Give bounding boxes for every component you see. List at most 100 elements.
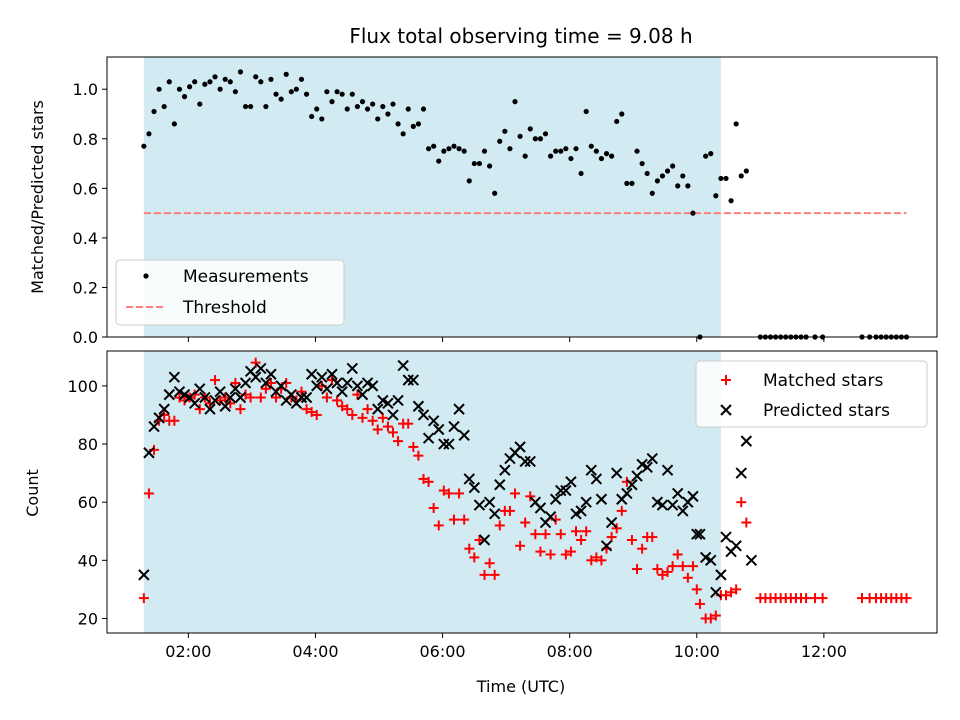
predicted-star-point: [239, 377, 252, 389]
predicted-star-point: [392, 394, 404, 407]
predicted-star-point: [143, 447, 155, 459]
predicted-star-point: [483, 496, 496, 508]
predicted-star-mark-b: [626, 479, 638, 491]
measurement-point: [466, 178, 472, 184]
matched-star-point: [616, 505, 627, 516]
measurement-point: [217, 86, 223, 92]
predicted-star-mark-b: [438, 438, 450, 450]
measurement-point: [314, 106, 320, 112]
measurement-point: [481, 148, 488, 154]
matched-star-point: [448, 514, 459, 525]
predicted-star-mark-b: [458, 429, 470, 442]
measurement-point: [237, 69, 244, 75]
predicted-star-point: [188, 397, 201, 410]
predicted-star-mark-b: [730, 540, 742, 552]
predicted-star-mark-b: [661, 464, 674, 476]
measurement-point: [649, 190, 655, 196]
predicted-star-mark-b: [560, 484, 572, 497]
matched-star-point: [535, 546, 546, 557]
predicted-star-mark-b: [412, 400, 425, 412]
matched-star-point: [555, 529, 566, 540]
predicted-star-point: [305, 368, 318, 380]
predicted-star-point: [641, 461, 653, 473]
measurement-point: [486, 163, 493, 169]
matched-star-point: [667, 561, 678, 572]
predicted-star-mark-b: [463, 473, 475, 485]
predicted-star-point: [321, 383, 333, 395]
predicted-star-mark-b: [148, 420, 160, 433]
matched-star-point: [301, 404, 312, 415]
bottom-panel: Count Time (UTC) 20 40 60 80 100 02:00 04:00 06…: [23, 350, 938, 696]
predicted-star-mark-b: [735, 467, 747, 479]
predicted-star-mark-b: [478, 534, 491, 546]
matched-star-point: [652, 564, 663, 575]
predicted-star-point: [285, 388, 298, 401]
x-tick-label: 04:00: [292, 642, 338, 661]
matched-star-point: [687, 561, 698, 572]
measurement-point: [553, 148, 559, 154]
predicted-star-point: [715, 569, 727, 581]
measurement-point: [578, 170, 584, 177]
measurement-point: [197, 101, 203, 107]
measurement-point: [293, 86, 299, 92]
matched-star-point: [545, 549, 556, 560]
matched-star-point: [691, 584, 702, 595]
matched-star-point: [321, 392, 332, 403]
predicted-star-mark-b: [153, 412, 165, 424]
predicted-star-mark-b: [473, 499, 486, 511]
predicted-star-point: [336, 385, 348, 398]
measurement-point: [718, 175, 724, 182]
x-tick-label: 02:00: [165, 642, 211, 661]
predicted-star-point: [560, 484, 572, 497]
predicted-star-point: [402, 374, 414, 386]
predicted-star-point: [326, 368, 338, 380]
predicted-star-mark-b: [311, 380, 323, 392]
matched-star-point: [682, 572, 693, 583]
measurement-point: [364, 106, 371, 112]
matched-star-point: [726, 587, 737, 598]
measurement-point: [532, 136, 538, 142]
matched-star-point: [632, 564, 643, 575]
measurement-point: [476, 160, 483, 167]
predicted-star-mark-b: [514, 441, 526, 453]
matched-star-point: [520, 517, 531, 528]
predicted-star-mark-b: [285, 388, 298, 401]
measurement-point: [471, 160, 477, 167]
predicted-star-mark-b: [705, 554, 717, 567]
axes-frame-top: [106, 56, 938, 338]
matched-star-point: [694, 598, 705, 609]
predicted-star-mark-b: [433, 423, 445, 436]
measurement-point: [563, 146, 569, 152]
predicted-star-point: [580, 496, 592, 508]
measurement-point: [151, 108, 157, 115]
measurement-point: [207, 79, 213, 85]
measurement-point: [349, 91, 355, 97]
predicted-star-mark-b: [600, 540, 613, 552]
measurement-point: [375, 116, 381, 122]
y-tick-label-top: 0.4: [73, 229, 98, 248]
x-tick-label: 06:00: [420, 642, 466, 661]
predicted-star-mark-b: [326, 368, 338, 380]
predicted-star-mark-b: [260, 377, 272, 389]
matched-star-point: [235, 404, 246, 415]
predicted-star-point: [255, 362, 267, 375]
predicted-star-point: [260, 377, 272, 389]
predicted-star-mark-b: [316, 371, 328, 383]
predicted-star-mark-b: [219, 400, 231, 412]
predicted-star-mark-b: [544, 511, 557, 523]
predicted-star-mark-b: [699, 551, 712, 564]
measurement-point: [370, 101, 376, 107]
measurement-point: [431, 143, 437, 149]
predicted-star-mark-b: [529, 496, 542, 508]
matched-star-point: [484, 558, 495, 569]
measurement-point: [624, 180, 630, 186]
matched-star-point: [357, 412, 368, 423]
predicted-star-point: [468, 481, 481, 494]
legend-label-measurements: Measurements: [183, 267, 309, 287]
predicted-star-point: [300, 391, 313, 404]
predicted-star-mark-b: [422, 432, 435, 444]
predicted-star-point: [478, 534, 491, 546]
matched-star-point: [271, 392, 282, 403]
measurement-point: [405, 106, 411, 112]
predicted-star-point: [295, 391, 308, 404]
